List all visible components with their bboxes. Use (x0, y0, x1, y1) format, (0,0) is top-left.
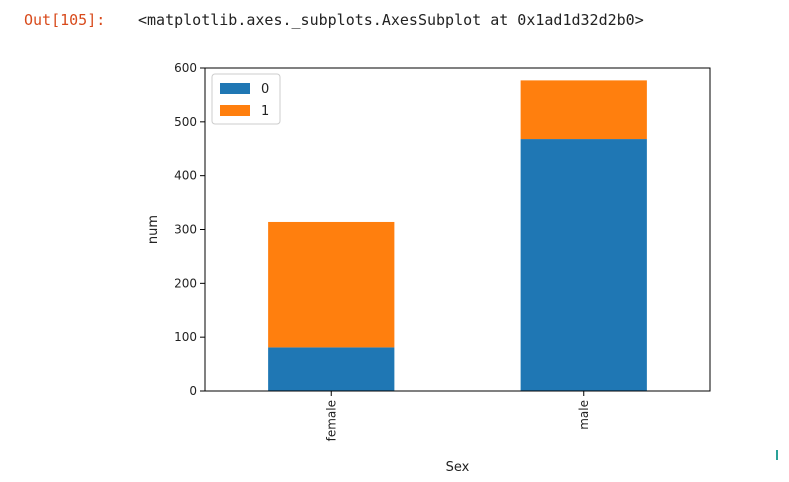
bar-female-series-1 (268, 221, 395, 348)
plot-frame (204, 67, 711, 392)
y-axis-ticks: 0 100 200 300 400 500 600 (174, 61, 205, 398)
bar-male-series-1 (520, 80, 647, 140)
y-tick-label: 400 (174, 169, 197, 183)
legend-box (211, 73, 281, 125)
bar-male-series-0 (520, 139, 647, 391)
legend-swatch-0 (220, 83, 250, 94)
y-axis-label: num (146, 215, 161, 244)
y-tick-label: 600 (174, 61, 197, 75)
legend: 01 (211, 73, 281, 125)
bars-layer (268, 80, 647, 391)
x-axis-label: Sex (446, 460, 470, 475)
x-axis-ticks: female male (324, 391, 591, 441)
legend-swatch-1 (220, 105, 250, 116)
legend-label-1: 1 (261, 104, 269, 119)
output-repr: <matplotlib.axes._subplots.AxesSubplot a… (138, 11, 644, 29)
y-tick-label: 200 (174, 276, 197, 290)
x-tick-label-female: female (324, 400, 338, 441)
output-header: Out[105]: <matplotlib.axes._subplots.Axe… (0, 0, 789, 40)
x-tick-label-male: male (577, 400, 591, 430)
legend-items: 01 (220, 82, 269, 119)
bar-female-series-0 (268, 347, 395, 391)
legend-label-0: 0 (261, 82, 269, 97)
corner-marker (776, 450, 778, 460)
y-tick-label: 300 (174, 223, 197, 237)
y-tick-label: 100 (174, 330, 197, 344)
output-prompt: Out[105]: (24, 11, 106, 29)
y-tick-label: 0 (189, 384, 197, 398)
y-tick-label: 500 (174, 115, 197, 129)
